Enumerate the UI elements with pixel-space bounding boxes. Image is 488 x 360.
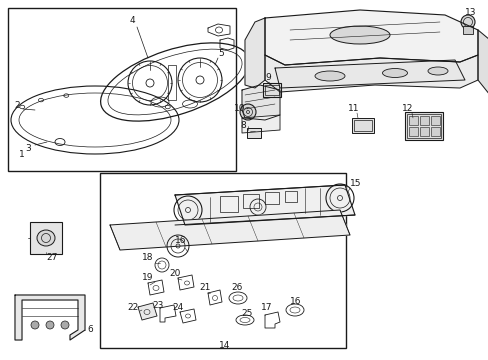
Polygon shape	[138, 303, 157, 320]
Bar	[100, 173, 346, 348]
Text: 24: 24	[172, 302, 183, 311]
Text: 19: 19	[142, 274, 153, 283]
Polygon shape	[274, 60, 464, 88]
Text: 13: 13	[464, 8, 476, 17]
Ellipse shape	[37, 230, 55, 246]
Bar	[243, 194, 259, 208]
Text: 11: 11	[347, 104, 359, 113]
Text: 8: 8	[240, 121, 245, 130]
Ellipse shape	[427, 67, 447, 75]
Polygon shape	[264, 55, 477, 92]
Bar	[168, 65, 176, 100]
Text: 10: 10	[234, 104, 245, 113]
Text: 9: 9	[264, 72, 270, 81]
Polygon shape	[175, 185, 354, 225]
Ellipse shape	[31, 321, 39, 329]
Text: 2: 2	[14, 100, 20, 109]
Bar	[351, 118, 373, 133]
Bar	[406, 114, 440, 138]
Text: 27: 27	[46, 253, 58, 262]
Ellipse shape	[46, 321, 54, 329]
Bar	[264, 192, 279, 204]
Ellipse shape	[382, 68, 407, 77]
Bar	[462, 26, 472, 34]
Polygon shape	[15, 295, 85, 340]
Text: 3: 3	[25, 144, 31, 153]
Text: 12: 12	[402, 104, 413, 113]
Bar	[285, 191, 296, 202]
Polygon shape	[110, 210, 349, 250]
Text: 20: 20	[169, 269, 181, 278]
Text: 4: 4	[129, 15, 135, 24]
Bar	[353, 120, 371, 131]
Text: 14: 14	[219, 341, 230, 350]
Polygon shape	[242, 115, 280, 133]
Polygon shape	[264, 10, 477, 65]
Bar	[220, 196, 238, 212]
Text: 25: 25	[241, 309, 252, 318]
Ellipse shape	[61, 321, 69, 329]
Bar	[430, 116, 439, 125]
Text: 6: 6	[87, 325, 93, 334]
Text: 18: 18	[142, 253, 153, 262]
Ellipse shape	[460, 15, 474, 29]
Bar	[404, 112, 442, 140]
Ellipse shape	[329, 26, 389, 44]
Text: 5: 5	[218, 49, 224, 58]
Text: 16: 16	[290, 297, 301, 306]
Polygon shape	[477, 30, 488, 95]
Bar	[419, 116, 428, 125]
Text: 16: 16	[175, 235, 186, 244]
Ellipse shape	[240, 104, 256, 120]
Bar	[408, 127, 417, 136]
Text: 23: 23	[152, 301, 163, 310]
Bar	[30, 222, 62, 254]
Text: 22: 22	[127, 303, 138, 312]
Bar	[8, 8, 236, 171]
Text: 26: 26	[231, 284, 242, 292]
Ellipse shape	[314, 71, 345, 81]
Bar	[408, 116, 417, 125]
Polygon shape	[244, 18, 264, 88]
Bar	[263, 83, 281, 97]
Text: 21: 21	[199, 284, 210, 292]
Text: 15: 15	[349, 179, 361, 188]
Text: 17: 17	[261, 303, 272, 312]
Bar	[419, 127, 428, 136]
Polygon shape	[242, 85, 280, 120]
Text: 1: 1	[19, 149, 25, 158]
Bar	[264, 85, 279, 95]
Bar	[246, 128, 261, 138]
Bar	[430, 127, 439, 136]
